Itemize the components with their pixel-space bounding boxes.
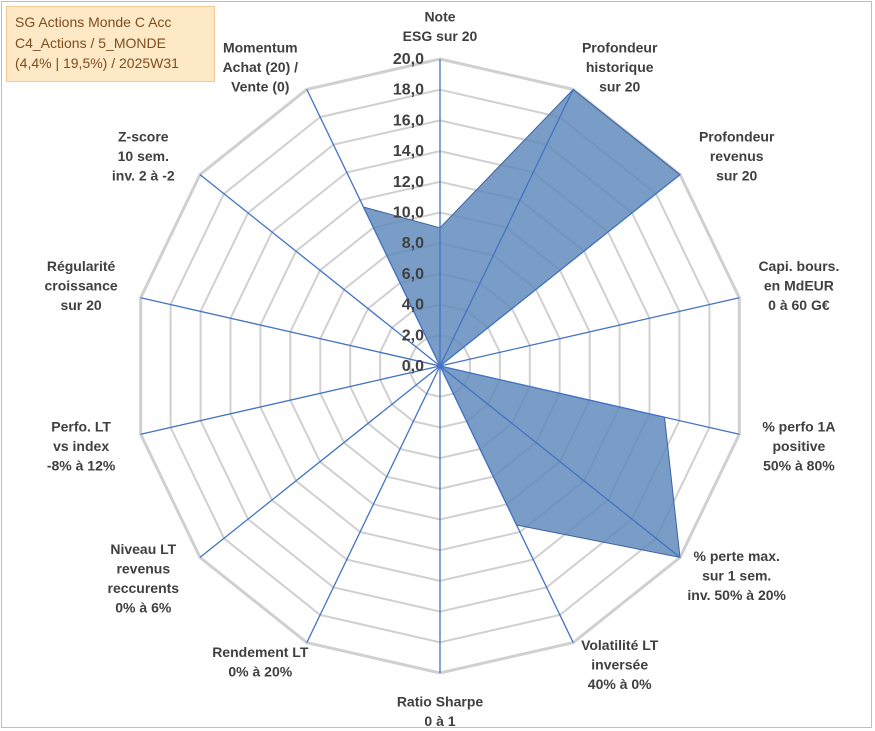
axis-label-line: sur 20 xyxy=(60,297,101,313)
axis-label: Capi. bours. en MdEUR 0 à 60 G€ xyxy=(758,258,839,313)
axis-label-line: % perte max. xyxy=(694,548,780,564)
axis-label-line: Rendement LT xyxy=(212,644,309,660)
tick-label: 4,0 xyxy=(402,297,424,314)
axis-label-line: -8% à 12% xyxy=(47,458,116,474)
axis-label-line: Niveau LT xyxy=(110,541,176,557)
axis-label-line: Profondeur xyxy=(582,39,658,55)
axis-label-line: inversée xyxy=(591,657,648,673)
axis-label-line: Momentum xyxy=(223,39,298,55)
axis-label: Note ESG sur 20 xyxy=(403,9,478,45)
axis-label: Niveau LT revenus reccurents 0% à 6% xyxy=(108,541,180,616)
axis-spoke xyxy=(439,89,574,367)
axis-spoke xyxy=(306,89,441,367)
axis-label-line: Perfo. LT xyxy=(51,419,111,435)
tick-label: 0,0 xyxy=(402,358,424,375)
axis-label-line: croissance xyxy=(45,277,118,293)
axis-label: Perfo. LT vs index -8% à 12% xyxy=(47,419,116,474)
axis-spoke xyxy=(439,365,574,643)
axis-label-line: % perfo 1A xyxy=(762,419,835,435)
axis-label-line: ESG sur 20 xyxy=(403,28,478,44)
fund-category: C4_Actions / 5_MONDE xyxy=(15,34,166,51)
axis-spoke xyxy=(199,174,441,367)
fund-title-box: SG Actions Monde C Acc C4_Actions / 5_MO… xyxy=(6,6,215,82)
axis-label-line: Note xyxy=(424,9,455,25)
axis-label-line: revenus xyxy=(116,561,170,577)
axis-label-line: 10 sem. xyxy=(118,148,169,164)
axis-spoke xyxy=(199,365,441,558)
tick-label: 8,0 xyxy=(402,235,424,252)
axis-label-line: sur 20 xyxy=(599,78,640,94)
axis-spoke xyxy=(140,365,441,435)
tick-label: 10,0 xyxy=(393,205,424,222)
axis-spoke xyxy=(140,297,441,367)
axis-label-line: Vente (0) xyxy=(231,78,289,94)
axis-label-line: 40% à 0% xyxy=(588,676,652,692)
axis-label: Volatilité LT inversée 40% à 0% xyxy=(581,637,659,692)
axis-label-line: revenus xyxy=(710,148,764,164)
axis-label: Profondeur historique sur 20 xyxy=(582,39,658,94)
axis-label-line: 0 à 1 xyxy=(424,713,455,729)
axis-spoke xyxy=(439,297,740,367)
axis-label-line: 0% à 6% xyxy=(115,600,172,616)
axis-label-line: inv. 2 à -2 xyxy=(112,168,175,184)
axis-spoke xyxy=(439,174,681,367)
axis-label-line: Z-score xyxy=(118,129,169,145)
axis-label-line: Ratio Sharpe xyxy=(397,694,484,710)
radar-tick-labels: 0,0 2,0 4,0 6,0 8,0 10,0 12,0 14,0 16,0 18,0 20,0 xyxy=(393,51,424,375)
tick-label: 2,0 xyxy=(402,327,424,344)
radar-spokes xyxy=(140,59,740,673)
axis-label-line: 50% à 80% xyxy=(763,458,835,474)
axis-label: Rendement LT 0% à 20% xyxy=(212,644,309,680)
axis-label-line: historique xyxy=(586,59,654,75)
axis-label: Régularité croissance sur 20 xyxy=(45,258,118,313)
tick-label: 14,0 xyxy=(393,143,424,160)
tick-label: 20,0 xyxy=(393,51,424,68)
axis-spoke xyxy=(439,365,740,435)
axis-label: Z-score 10 sem. inv. 2 à -2 xyxy=(112,129,175,184)
axis-label: % perfo 1A positive 50% à 80% xyxy=(762,419,835,474)
tick-label: 6,0 xyxy=(402,266,424,283)
tick-label: 18,0 xyxy=(393,82,424,99)
axis-label: Profondeur revenus sur 20 xyxy=(699,129,775,184)
axis-label-line: Capi. bours. xyxy=(758,258,839,274)
axis-label-line: en MdEUR xyxy=(764,277,834,293)
axis-label: Ratio Sharpe 0 à 1 xyxy=(397,694,484,730)
axis-label-line: reccurents xyxy=(108,580,180,596)
axis-label-line: inv. 50% à 20% xyxy=(687,587,786,603)
axis-label-line: Achat (20) / xyxy=(223,59,299,75)
tick-label: 12,0 xyxy=(393,174,424,191)
axis-spoke xyxy=(306,365,441,643)
axis-label-line: Volatilité LT xyxy=(581,637,659,653)
axis-label-line: sur 20 xyxy=(716,168,757,184)
axis-label-line: Profondeur xyxy=(699,129,775,145)
axis-label-line: 0% à 20% xyxy=(228,664,292,680)
tick-label: 16,0 xyxy=(393,112,424,129)
axis-label: % perte max. sur 1 sem. inv. 50% à 20% xyxy=(687,548,786,603)
axis-label-line: Régularité xyxy=(47,258,116,274)
fund-stats: (4,4% | 19,5%) / 2025W31 xyxy=(15,55,179,71)
axis-label-line: positive xyxy=(772,438,825,454)
radar-axis-labels: Note ESG sur 20 Profondeur historique sur 20… xyxy=(45,9,840,730)
axis-label-line: 0 à 60 G€ xyxy=(768,297,830,313)
axis-label-line: sur 1 sem. xyxy=(702,567,771,583)
axis-spoke xyxy=(439,365,681,558)
axis-label-line: vs index xyxy=(53,438,109,454)
fund-name: SG Actions Monde C Acc xyxy=(15,14,172,30)
axis-label: Momentum Achat (20) / Vente (0) xyxy=(223,39,299,94)
